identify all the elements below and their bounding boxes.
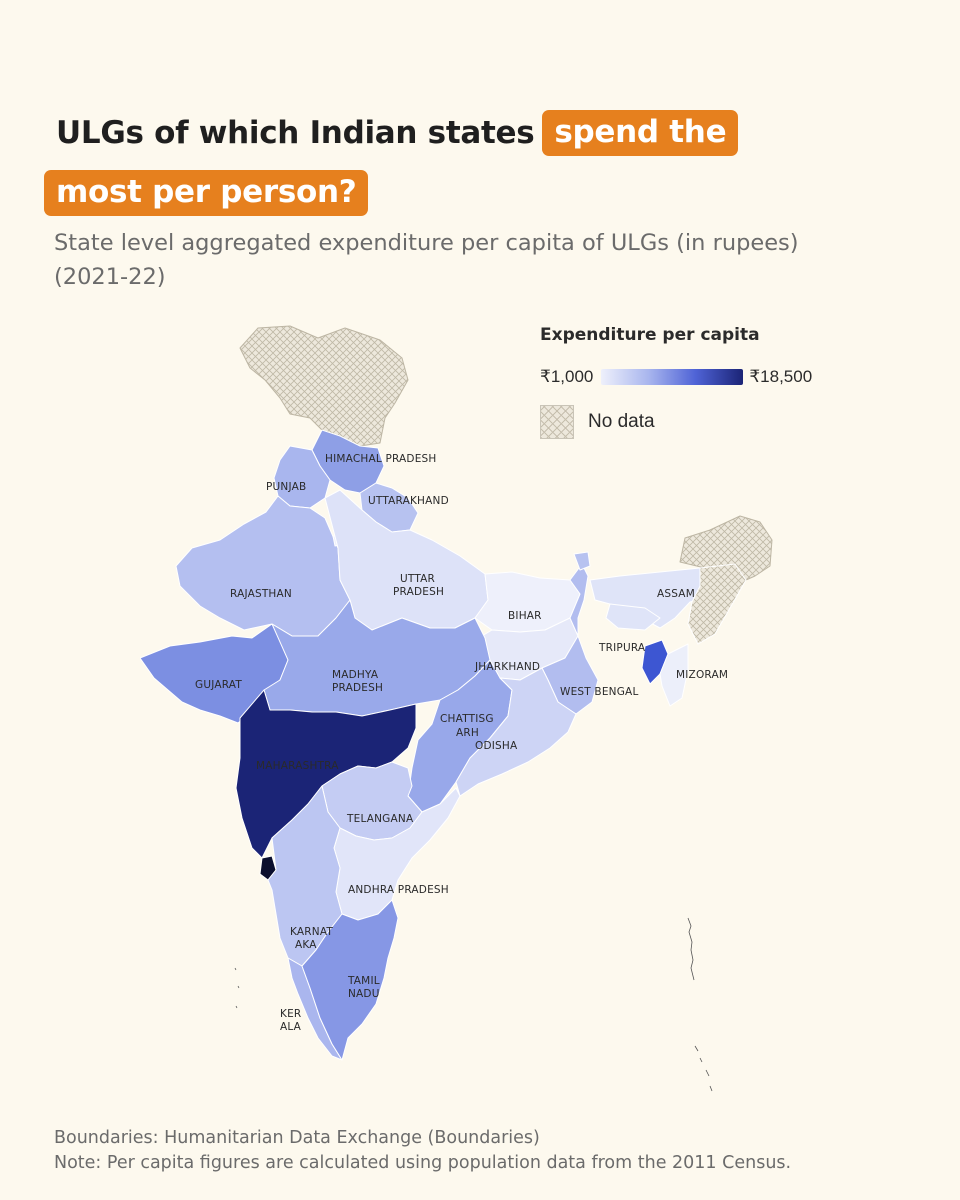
label-tamil-nadu-1: TAMIL <box>347 975 380 987</box>
label-karnataka-2: AKA <box>295 939 317 951</box>
label-kerala-1: KER <box>280 1008 301 1020</box>
label-uttar-pradesh-1: UTTAR <box>400 573 435 585</box>
region-nagaland-manipur <box>687 563 747 645</box>
label-chattisgarh-2: ARH <box>456 727 479 739</box>
label-rajasthan: RAJASTHAN <box>230 588 292 600</box>
chart-title: ULGs of which Indian states spend the mo… <box>44 104 904 222</box>
andaman-islands <box>687 917 695 981</box>
label-maharashtra: MAHARASHTRA <box>256 760 339 772</box>
label-telangana: TELANGANA <box>346 813 414 825</box>
lakshadweep-islands <box>234 967 240 1009</box>
label-tamil-nadu-2: NADU <box>348 988 380 1000</box>
legend-scale: ₹1,000 ₹18,500 <box>540 367 812 387</box>
label-uttarakhand: UTTARAKHAND <box>368 495 449 507</box>
legend-max-label: ₹18,500 <box>749 367 813 386</box>
no-data-swatch <box>540 405 574 439</box>
no-data-label: No data <box>588 411 655 432</box>
legend-min-label: ₹1,000 <box>540 367 594 386</box>
label-madhya-pradesh-1: MADHYA <box>332 669 379 681</box>
label-uttar-pradesh-2: PRADESH <box>393 586 444 598</box>
label-gujarat: GUJARAT <box>195 679 242 691</box>
region-rajasthan <box>175 495 351 637</box>
title-highlight-1: spend the <box>542 110 739 156</box>
label-chattisgarh-1: CHATTISG <box>440 713 494 725</box>
label-andhra-pradesh: ANDHRA PRADESH <box>348 884 449 896</box>
label-west-bengal: WEST BENGAL <box>560 686 639 698</box>
label-mizoram: MIZORAM <box>676 669 728 681</box>
label-bihar: BIHAR <box>508 610 542 622</box>
title-highlight-2: most per person? <box>44 170 369 216</box>
legend-title: Expenditure per capita <box>540 325 760 345</box>
label-punjab: PUNJAB <box>266 481 306 493</box>
map-legend: Expenditure per capita ₹1,000 ₹18,500 No… <box>540 325 870 439</box>
label-karnataka-1: KARNAT <box>290 926 333 938</box>
region-west-bengal <box>541 563 599 715</box>
label-madhya-pradesh-2: PRADESH <box>332 682 383 694</box>
label-jharkhand: JHARKHAND <box>474 661 540 673</box>
census-note: Note: Per capita figures are calculated … <box>54 1153 792 1173</box>
label-assam: ASSAM <box>657 588 695 600</box>
source-note: Boundaries: Humanitarian Data Exchange (… <box>54 1128 540 1148</box>
region-odisha <box>455 667 577 797</box>
title-text: ULGs of which Indian states <box>56 115 535 151</box>
nicobar-islands <box>694 1045 713 1092</box>
label-kerala-2: ALA <box>280 1021 302 1033</box>
label-odisha: ODISHA <box>475 740 518 752</box>
label-tripura: TRIPURA <box>598 642 646 654</box>
chart-footer: Boundaries: Humanitarian Data Exchange (… <box>54 1126 934 1176</box>
region-tamil-nadu <box>301 899 399 1061</box>
region-mizoram <box>659 643 689 707</box>
label-himachal-pradesh: HIMACHAL PRADESH <box>325 453 437 465</box>
legend-no-data: No data <box>540 405 655 439</box>
region-arunachal-pradesh <box>679 515 773 581</box>
chart-subtitle: State level aggregated expenditure per c… <box>54 230 799 290</box>
region-jammu-kashmir <box>239 325 409 447</box>
legend-gradient-bar <box>601 369 744 385</box>
india-map: HIMACHAL PRADESH PUNJAB UTTARAKHAND RAJASTH… <box>140 325 773 1092</box>
region-sikkim <box>573 551 591 571</box>
region-meghalaya <box>605 603 661 631</box>
